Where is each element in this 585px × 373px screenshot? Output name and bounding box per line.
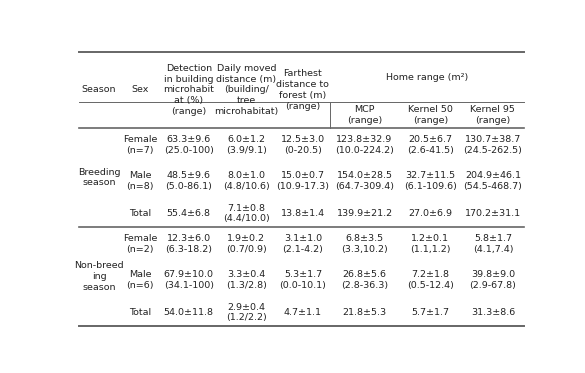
Text: Farthest
distance to
forest (m)
(range): Farthest distance to forest (m) (range) <box>277 69 329 111</box>
Text: 55.4±6.8: 55.4±6.8 <box>167 209 211 218</box>
Text: 154.0±28.5
(64.7-309.4): 154.0±28.5 (64.7-309.4) <box>335 171 394 191</box>
Text: 31.3±8.6: 31.3±8.6 <box>471 308 515 317</box>
Text: 26.8±5.6
(2.8-36.3): 26.8±5.6 (2.8-36.3) <box>341 270 388 290</box>
Text: 204.9±46.1
(54.5-468.7): 204.9±46.1 (54.5-468.7) <box>463 171 522 191</box>
Text: 32.7±11.5
(6.1-109.6): 32.7±11.5 (6.1-109.6) <box>404 171 457 191</box>
Text: 13.8±1.4: 13.8±1.4 <box>281 209 325 218</box>
Text: 1.9±0.2
(0.7/0.9): 1.9±0.2 (0.7/0.9) <box>226 235 267 254</box>
Text: 63.3±9.6
(25.0-100): 63.3±9.6 (25.0-100) <box>164 135 214 155</box>
Text: Detection
in building
microhabit
at (%)
(range): Detection in building microhabit at (%) … <box>163 64 214 116</box>
Text: 15.0±0.7
(10.9-17.3): 15.0±0.7 (10.9-17.3) <box>276 171 329 191</box>
Text: Season: Season <box>82 85 116 94</box>
Text: 67.9±10.0
(34.1-100): 67.9±10.0 (34.1-100) <box>164 270 214 290</box>
Text: 39.8±9.0
(2.9-67.8): 39.8±9.0 (2.9-67.8) <box>470 270 517 290</box>
Text: 12.5±3.0
(0-20.5): 12.5±3.0 (0-20.5) <box>281 135 325 155</box>
Text: Sex: Sex <box>132 85 149 94</box>
Text: 21.8±5.3: 21.8±5.3 <box>342 308 387 317</box>
Text: 7.2±1.8
(0.5-12.4): 7.2±1.8 (0.5-12.4) <box>407 270 454 290</box>
Text: Male
(n=8): Male (n=8) <box>126 171 154 191</box>
Text: 8.0±1.0
(4.8/10.6): 8.0±1.0 (4.8/10.6) <box>223 171 270 191</box>
Text: 170.2±31.1: 170.2±31.1 <box>465 209 521 218</box>
Text: Kernel 95
(range): Kernel 95 (range) <box>470 105 515 125</box>
Text: 20.5±6.7
(2.6-41.5): 20.5±6.7 (2.6-41.5) <box>407 135 454 155</box>
Text: 6.0±1.2
(3.9/9.1): 6.0±1.2 (3.9/9.1) <box>226 135 267 155</box>
Text: Female
(n=2): Female (n=2) <box>123 235 157 254</box>
Text: 3.1±1.0
(2.1-4.2): 3.1±1.0 (2.1-4.2) <box>283 235 324 254</box>
Text: MCP
(range): MCP (range) <box>347 105 382 125</box>
Text: 27.0±6.9: 27.0±6.9 <box>408 209 452 218</box>
Text: 5.7±1.7: 5.7±1.7 <box>411 308 449 317</box>
Text: Male
(n=6): Male (n=6) <box>126 270 154 290</box>
Text: 4.7±1.1: 4.7±1.1 <box>284 308 322 317</box>
Text: Female
(n=7): Female (n=7) <box>123 135 157 155</box>
Text: Daily moved
distance (m)
(building/
tree
microhabitat): Daily moved distance (m) (building/ tree… <box>214 64 278 116</box>
Text: Breeding
season: Breeding season <box>78 168 121 188</box>
Text: 1.2±0.1
(1.1,1.2): 1.2±0.1 (1.1,1.2) <box>410 235 450 254</box>
Text: Home range (m²): Home range (m²) <box>386 73 468 82</box>
Text: 7.1±0.8
(4.4/10.0): 7.1±0.8 (4.4/10.0) <box>223 204 270 223</box>
Text: Total: Total <box>129 209 151 218</box>
Text: 2.9±0.4
(1.2/2.2): 2.9±0.4 (1.2/2.2) <box>226 303 267 322</box>
Text: 48.5±9.6
(5.0-86.1): 48.5±9.6 (5.0-86.1) <box>166 171 212 191</box>
Text: 5.3±1.7
(0.0-10.1): 5.3±1.7 (0.0-10.1) <box>280 270 326 290</box>
Text: 139.9±21.2: 139.9±21.2 <box>336 209 393 218</box>
Text: 130.7±38.7
(24.5-262.5): 130.7±38.7 (24.5-262.5) <box>463 135 522 155</box>
Text: 123.8±32.9
(10.0-224.2): 123.8±32.9 (10.0-224.2) <box>335 135 394 155</box>
Text: Total: Total <box>129 308 151 317</box>
Text: Kernel 50
(range): Kernel 50 (range) <box>408 105 453 125</box>
Text: 6.8±3.5
(3.3,10.2): 6.8±3.5 (3.3,10.2) <box>341 235 388 254</box>
Text: 54.0±11.8: 54.0±11.8 <box>164 308 214 317</box>
Text: Non-breed
ing
season: Non-breed ing season <box>74 261 124 292</box>
Text: 3.3±0.4
(1.3/2.8): 3.3±0.4 (1.3/2.8) <box>226 270 267 290</box>
Text: 12.3±6.0
(6.3-18.2): 12.3±6.0 (6.3-18.2) <box>165 235 212 254</box>
Text: 5.8±1.7
(4.1,7.4): 5.8±1.7 (4.1,7.4) <box>473 235 513 254</box>
